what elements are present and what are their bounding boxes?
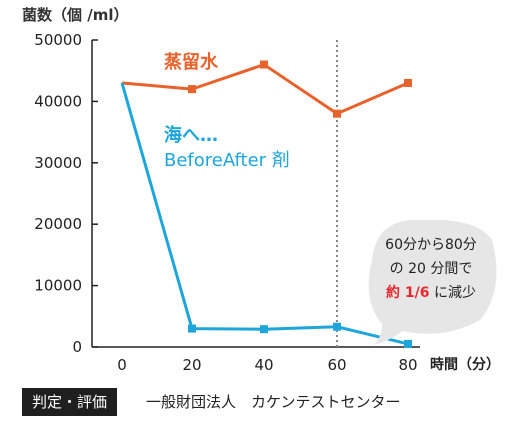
callout-highlight: 約 1/6 [386, 284, 429, 301]
x-axis-title: 時間（分） [430, 356, 500, 373]
x-tick-label: 20 [182, 356, 201, 374]
data-point-0-4 [404, 78, 412, 87]
data-point-1-4 [404, 339, 412, 348]
callout-bubble: 60分から80分 の 20 分間で 約 1/6 に減少 [368, 220, 497, 345]
y-tick-label: 10000 [34, 277, 82, 295]
callout-line3: 約 1/6 に減少 [386, 284, 476, 301]
series-line-1 [120, 82, 409, 346]
tick-labels: 0 10000 20000 30000 40000 50000 0 20 40 60 80 [34, 31, 417, 374]
y-tick-label: 0 [72, 338, 82, 356]
evaluation-badge: 判定・評価 [22, 388, 118, 416]
y-tick-label: 40000 [34, 92, 82, 110]
data-point-0-2 [260, 60, 268, 69]
y-tick-label: 30000 [34, 154, 82, 172]
data-point-1-1 [188, 324, 196, 333]
callout-rest: に減少 [430, 284, 476, 301]
y-axis-title: 菌数（個 /ml） [22, 6, 128, 24]
series-label-product-line2: BeforeAfter 剤 [164, 150, 290, 171]
data-point-0-1 [188, 85, 196, 94]
series-group [120, 60, 412, 348]
x-tick-label: 60 [327, 356, 346, 374]
chart: 菌数（個 /ml） 0 10000 20000 30000 40000 50000 0 20 4… [22, 6, 500, 374]
testing-organization: 一般財団法人 カケンテストセンター [146, 393, 401, 411]
data-point-1-2 [260, 325, 268, 334]
series-label-product-line1: 海へ… [164, 124, 218, 146]
x-tick-label: 0 [117, 356, 127, 374]
data-point-1-3 [333, 322, 341, 331]
axes [91, 40, 420, 348]
series-label-distilled-water: 蒸留水 [164, 51, 219, 73]
callout-line2: の 20 分間で [390, 261, 473, 277]
x-tick-label: 80 [398, 356, 417, 374]
data-point-0-3 [333, 109, 341, 118]
callout-line1: 60分から80分 [385, 237, 477, 253]
y-tick-label: 20000 [34, 215, 82, 233]
x-tick-label: 40 [254, 356, 273, 374]
y-tick-label: 50000 [34, 31, 82, 49]
